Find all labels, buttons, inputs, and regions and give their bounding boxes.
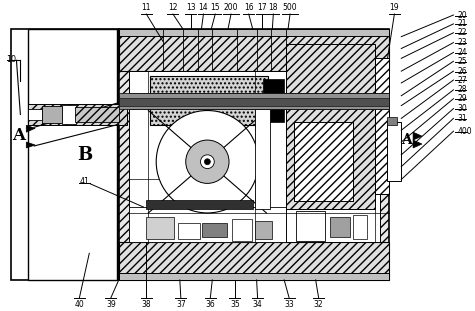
Bar bbox=[388, 122, 401, 181]
Text: 39: 39 bbox=[106, 299, 116, 309]
Bar bbox=[119, 29, 390, 71]
Text: 24: 24 bbox=[457, 48, 467, 57]
Bar bbox=[10, 29, 119, 280]
Bar bbox=[388, 118, 398, 125]
Bar bbox=[296, 211, 325, 240]
Polygon shape bbox=[413, 132, 422, 140]
Text: 32: 32 bbox=[314, 299, 323, 309]
Bar bbox=[146, 200, 253, 209]
Text: 19: 19 bbox=[390, 3, 399, 12]
Bar bbox=[294, 122, 353, 201]
Bar bbox=[119, 273, 390, 280]
Bar bbox=[353, 215, 367, 239]
Text: 40: 40 bbox=[75, 299, 84, 309]
Bar bbox=[294, 122, 353, 201]
Text: 13: 13 bbox=[186, 3, 196, 12]
Bar bbox=[375, 58, 390, 194]
Text: 30: 30 bbox=[457, 104, 467, 113]
Text: 29: 29 bbox=[457, 94, 467, 103]
Text: 38: 38 bbox=[142, 299, 151, 309]
Text: 21: 21 bbox=[457, 19, 467, 28]
Text: 41: 41 bbox=[79, 177, 89, 186]
Bar bbox=[129, 207, 286, 243]
Text: 26: 26 bbox=[457, 67, 467, 76]
Bar bbox=[28, 109, 42, 120]
Text: 14: 14 bbox=[199, 3, 208, 12]
Circle shape bbox=[200, 155, 214, 169]
Text: 18: 18 bbox=[268, 3, 278, 12]
Bar bbox=[28, 29, 117, 280]
Text: B: B bbox=[77, 146, 92, 164]
Circle shape bbox=[156, 110, 258, 213]
Bar bbox=[28, 104, 127, 125]
Bar bbox=[331, 217, 350, 237]
Text: 37: 37 bbox=[176, 299, 186, 309]
Circle shape bbox=[204, 159, 210, 165]
Text: A: A bbox=[401, 133, 411, 147]
Circle shape bbox=[186, 140, 229, 183]
Text: 33: 33 bbox=[284, 299, 294, 309]
Text: A: A bbox=[12, 127, 25, 144]
Text: 200: 200 bbox=[224, 3, 238, 12]
Text: 11: 11 bbox=[142, 3, 151, 12]
Text: 15: 15 bbox=[210, 3, 220, 12]
Bar bbox=[263, 79, 284, 122]
Text: 27: 27 bbox=[457, 76, 467, 85]
Text: 400: 400 bbox=[457, 127, 472, 136]
Text: 10: 10 bbox=[7, 55, 17, 64]
Polygon shape bbox=[26, 142, 35, 148]
Bar bbox=[150, 76, 268, 125]
Bar bbox=[75, 107, 119, 122]
Bar bbox=[42, 106, 62, 123]
Bar bbox=[119, 29, 390, 280]
Text: 22: 22 bbox=[457, 28, 467, 37]
Bar bbox=[255, 221, 272, 239]
Bar bbox=[232, 219, 252, 240]
Bar bbox=[178, 223, 200, 239]
Text: 35: 35 bbox=[230, 299, 240, 309]
Text: 23: 23 bbox=[457, 38, 467, 47]
Bar bbox=[119, 29, 390, 36]
Text: 500: 500 bbox=[283, 3, 297, 12]
Bar bbox=[146, 217, 174, 239]
Bar bbox=[62, 104, 76, 124]
Text: 36: 36 bbox=[206, 299, 215, 309]
Bar bbox=[202, 223, 227, 237]
Bar bbox=[375, 58, 390, 194]
Bar bbox=[119, 98, 390, 106]
Polygon shape bbox=[413, 140, 422, 148]
Polygon shape bbox=[26, 125, 35, 132]
Text: 28: 28 bbox=[457, 85, 467, 94]
Text: 12: 12 bbox=[168, 3, 178, 12]
Bar bbox=[119, 93, 390, 109]
Text: 34: 34 bbox=[253, 299, 263, 309]
Text: 25: 25 bbox=[457, 57, 467, 66]
Text: 20: 20 bbox=[457, 11, 467, 20]
Text: 17: 17 bbox=[256, 3, 266, 12]
Bar bbox=[129, 71, 380, 243]
Text: 16: 16 bbox=[244, 3, 254, 12]
Text: 31: 31 bbox=[457, 114, 467, 123]
Bar bbox=[119, 243, 390, 280]
Bar bbox=[286, 44, 375, 209]
Bar bbox=[255, 109, 270, 209]
